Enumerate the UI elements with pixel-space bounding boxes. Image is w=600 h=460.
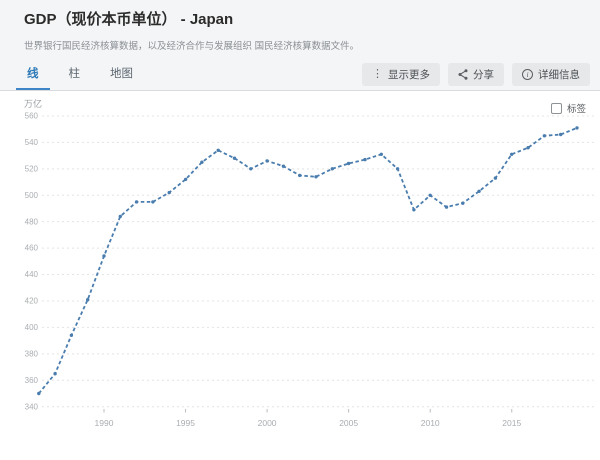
toolbar: ⋮ 显示更多 分享 i 详细信息 xyxy=(362,63,590,86)
tab-bar-chart[interactable]: 柱 xyxy=(58,57,92,90)
svg-text:2015: 2015 xyxy=(502,418,521,428)
share-icon xyxy=(458,69,468,80)
svg-text:440: 440 xyxy=(25,270,39,279)
svg-text:1990: 1990 xyxy=(95,418,114,428)
svg-text:480: 480 xyxy=(25,217,39,226)
tab-bar-label: 柱 xyxy=(68,67,81,80)
chart-type-tabbar: 线 柱 地图 xyxy=(0,57,600,90)
page-title: GDP（现价本币单位） - Japan xyxy=(24,11,234,28)
svg-text:560: 560 xyxy=(25,112,39,121)
svg-text:2010: 2010 xyxy=(421,418,440,428)
show-more-button[interactable]: ⋮ 显示更多 xyxy=(362,63,440,86)
show-more-label: 显示更多 xyxy=(388,69,430,81)
tab-map-label: 地图 xyxy=(110,67,133,80)
svg-text:2000: 2000 xyxy=(258,418,277,428)
svg-text:1995: 1995 xyxy=(176,418,195,428)
y-axis-unit-label: 万亿 xyxy=(24,99,43,109)
tab-line-label: 线 xyxy=(27,67,39,80)
share-button[interactable]: 分享 xyxy=(448,63,504,86)
info-icon: i xyxy=(522,69,533,80)
svg-text:460: 460 xyxy=(25,244,39,253)
details-button[interactable]: i 详细信息 xyxy=(512,63,590,86)
chart-card xyxy=(0,90,600,460)
svg-text:540: 540 xyxy=(25,138,39,147)
tab-map[interactable]: 地图 xyxy=(99,57,144,90)
page-subtitle: 世界银行国民经济核算数据，以及经济合作与发展组织 国民经济核算数据文件。 xyxy=(24,41,360,52)
tab-line-chart[interactable]: 线 xyxy=(16,57,50,90)
svg-text:380: 380 xyxy=(25,349,39,358)
labels-checkbox[interactable] xyxy=(550,102,562,114)
svg-text:400: 400 xyxy=(25,323,39,332)
svg-text:340: 340 xyxy=(25,402,39,411)
labels-checkbox-label: 标签 xyxy=(566,104,586,115)
kebab-icon: ⋮ xyxy=(372,68,383,80)
details-label: 详细信息 xyxy=(538,69,580,81)
svg-text:2005: 2005 xyxy=(339,418,358,428)
svg-text:360: 360 xyxy=(25,376,39,385)
svg-text:500: 500 xyxy=(25,191,39,200)
svg-text:520: 520 xyxy=(25,164,39,173)
svg-text:420: 420 xyxy=(25,297,39,306)
share-label: 分享 xyxy=(473,69,494,81)
labels-toggle[interactable]: 标签 xyxy=(550,101,586,115)
